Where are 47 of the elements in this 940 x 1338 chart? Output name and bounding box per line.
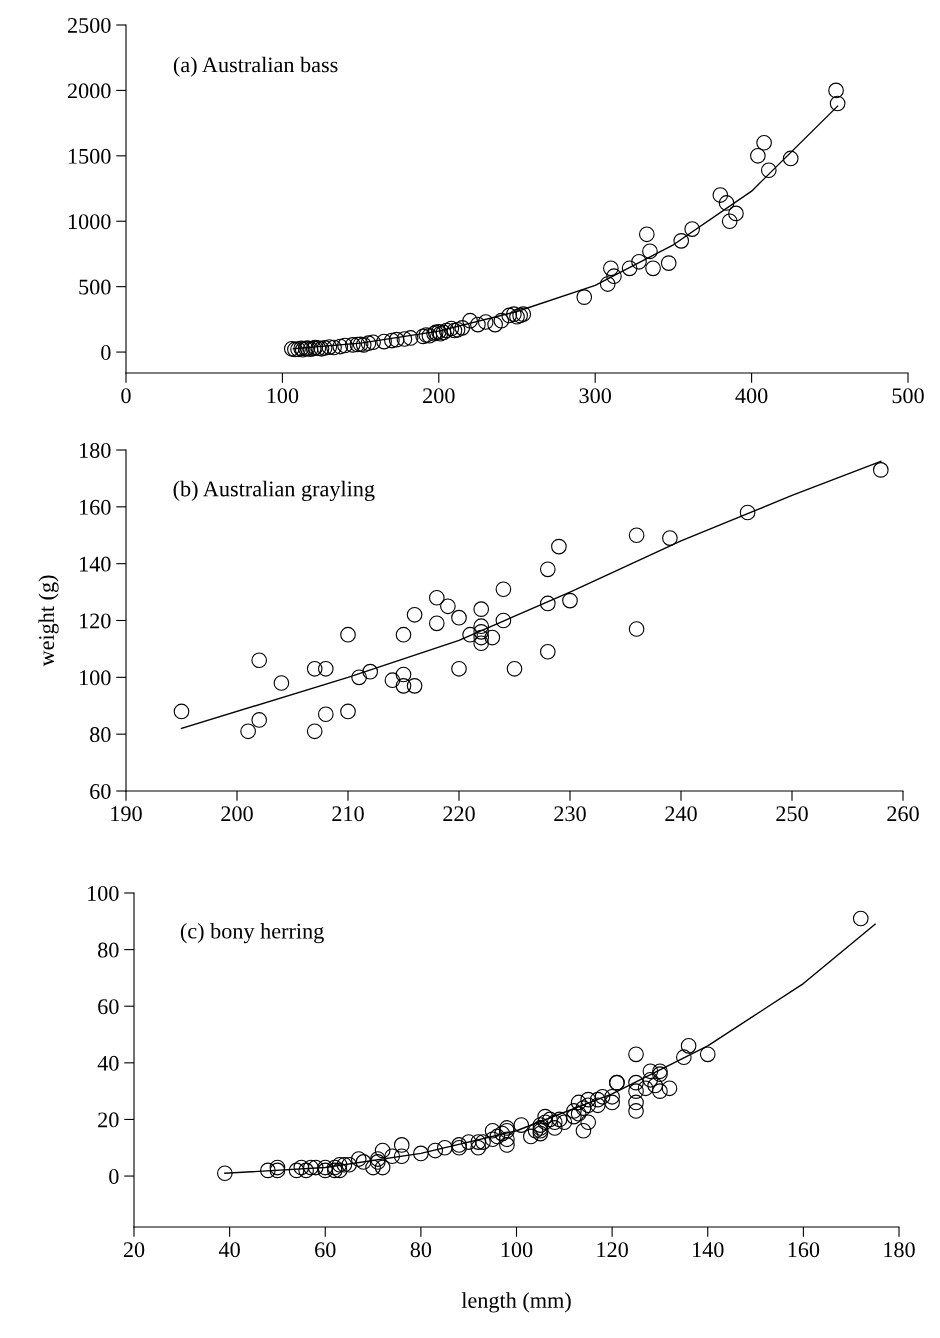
y-tick-label: 120 xyxy=(80,613,111,629)
y-tick-label: 160 xyxy=(80,499,111,515)
x-tick-label: 220 xyxy=(443,806,475,822)
x-tick-label: 180 xyxy=(884,1242,915,1258)
x-tick-label: 40 xyxy=(218,1242,240,1258)
x-tick-label: 190 xyxy=(111,806,142,822)
y-tick-label: 1500 xyxy=(68,148,111,164)
x-tick-label: 140 xyxy=(693,1242,724,1258)
x-axis-title: length (mm) xyxy=(461,1292,571,1313)
x-tick-label: 250 xyxy=(776,806,808,822)
x-tick-label: 120 xyxy=(597,1242,628,1258)
y-tick-label: 0 xyxy=(109,1168,119,1184)
x-tick-label: 200 xyxy=(423,388,455,404)
x-tick-label: 300 xyxy=(579,388,612,404)
x-tick-label: 240 xyxy=(665,806,697,822)
x-tick-label: 160 xyxy=(788,1242,820,1258)
y-tick-label: 500 xyxy=(79,279,111,295)
y-tick-label: 60 xyxy=(98,999,119,1015)
x-tick-label: 20 xyxy=(123,1242,145,1258)
y-tick-label: 100 xyxy=(80,670,111,686)
x-tick-label: 60 xyxy=(315,1242,336,1258)
y-tick-label: 2000 xyxy=(67,83,111,99)
x-tick-label: 500 xyxy=(892,388,924,404)
text: (a) Australian bass xyxy=(173,56,338,77)
y-tick-label: 0 xyxy=(101,345,111,360)
y-tick-label: 2500 xyxy=(67,17,111,33)
y-tick-label: 180 xyxy=(80,442,111,458)
x-tick-label: 400 xyxy=(735,388,768,404)
y-tick-label: 80 xyxy=(98,942,119,958)
x-tick-label: 200 xyxy=(221,806,253,822)
x-tick-label: 260 xyxy=(887,806,919,822)
x-tick-label: 230 xyxy=(554,806,586,822)
y-tick-label: 40 xyxy=(97,1055,119,1071)
y-tick-label: 20 xyxy=(98,1112,119,1128)
y-tick-label: 100 xyxy=(88,885,119,901)
y-axis-title: weight (g) xyxy=(38,575,59,667)
y-tick-label: 60 xyxy=(90,783,111,799)
x-tick-label: 100 xyxy=(501,1242,533,1258)
x-tick-label: 100 xyxy=(267,388,299,404)
x-tick-label: 80 xyxy=(410,1242,432,1258)
y-tick-label: 1000 xyxy=(68,214,111,230)
y-tick-label: 80 xyxy=(90,727,111,743)
x-tick-label: 0 xyxy=(121,388,131,404)
y-tick-label: 140 xyxy=(80,556,111,572)
x-tick-label: 210 xyxy=(332,806,364,822)
text: (b) Australian grayling xyxy=(173,480,375,502)
text: (c) bony herring xyxy=(180,922,324,944)
